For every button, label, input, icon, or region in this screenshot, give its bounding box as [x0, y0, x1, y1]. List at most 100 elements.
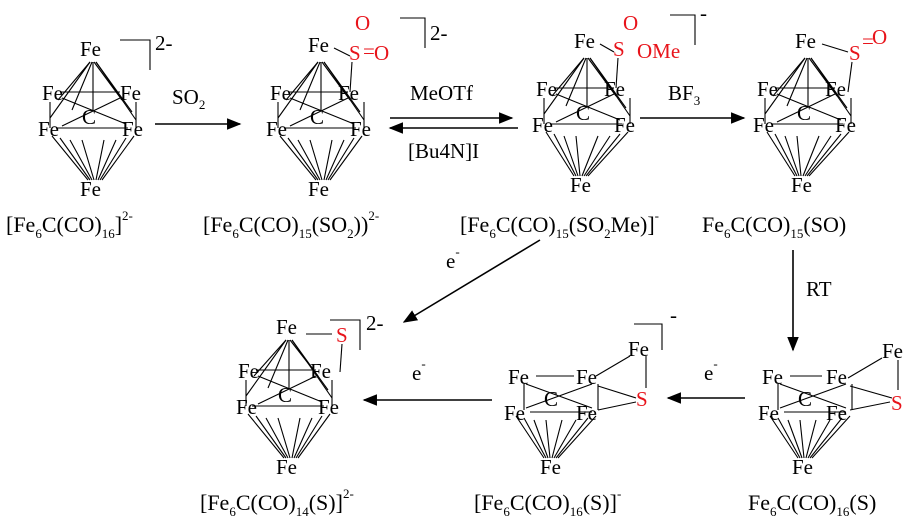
fe-atom: Fe	[792, 455, 813, 479]
oxygen-atom: O	[374, 41, 389, 65]
fe-atom: Fe	[308, 33, 329, 57]
reagent-bu4ni: [Bu4N]I	[408, 139, 479, 163]
caption-compound-4: Fe6C(CO)15(SO)	[702, 212, 846, 241]
reagent-so2: SO2	[172, 85, 205, 112]
methoxy-group: OMe	[637, 39, 680, 63]
fe-atom: Fe	[758, 401, 779, 425]
fe-atom: Fe	[540, 455, 561, 479]
fe-atom: Fe	[276, 455, 297, 479]
caption-compound-3: [Fe6C(CO)15(SO2Me)]-	[460, 208, 659, 241]
fe-atom: Fe	[753, 113, 774, 137]
structure-4: S = O Fe Fe Fe C Fe Fe Fe	[753, 25, 887, 197]
sulfur-atom: S	[613, 37, 625, 61]
fe-atom: Fe	[350, 117, 371, 141]
reagent-meotf: MeOTf	[410, 81, 473, 105]
charge-label: -	[670, 303, 677, 327]
fe-atom: Fe	[791, 173, 812, 197]
fe-atom: Fe	[238, 359, 259, 383]
double-bond: =	[363, 39, 375, 63]
fe-atom: Fe	[318, 395, 339, 419]
fe-atom: Fe	[338, 81, 359, 105]
fe-atom: Fe	[826, 401, 847, 425]
charge-label: 2-	[430, 21, 448, 45]
caption-compound-1: [Fe6C(CO)16]2-	[6, 208, 133, 241]
oxygen-atom: O	[623, 11, 638, 35]
fe-atom: Fe	[236, 395, 257, 419]
sulfinyl-group: S O = O	[349, 11, 389, 65]
fe-atom: Fe	[308, 177, 329, 201]
reaction-arrows	[155, 112, 799, 406]
fe-atom: Fe	[38, 117, 59, 141]
caption-compound-7: [Fe6C(CO)14(S)]2-	[200, 486, 354, 519]
fe-atom: Fe	[574, 29, 595, 53]
cluster-bonds	[277, 17, 426, 181]
fe-atom: Fe	[80, 177, 101, 201]
cluster-bonds	[49, 39, 151, 181]
charge-label: -	[700, 1, 707, 25]
reagent-bf3: BF3	[668, 81, 700, 108]
reagent-electron: e-	[446, 244, 460, 273]
sulfur-atom: S	[349, 41, 361, 65]
carbide-atom: C	[576, 101, 590, 125]
methoxy-sulfinyl-group: S O OMe	[613, 11, 680, 63]
fe-atom: Fe	[826, 365, 847, 389]
cluster-bonds	[769, 357, 899, 459]
fe-atom: Fe	[42, 81, 63, 105]
carbide-atom: C	[797, 101, 811, 125]
fe-atom: Fe	[80, 37, 101, 61]
structure-1: Fe Fe Fe C Fe Fe Fe 2-	[38, 31, 173, 201]
sulfur-atom: S	[849, 41, 861, 65]
fe-atom: Fe	[270, 81, 291, 105]
cluster-bonds	[515, 323, 663, 459]
carbide-atom: C	[544, 387, 558, 411]
carbide-atom: C	[310, 105, 324, 129]
fe-atom: Fe	[570, 173, 591, 197]
fe-atom: Fe	[276, 315, 297, 339]
fe-atom: Fe	[757, 77, 778, 101]
fe-atom: Fe	[835, 113, 856, 137]
caption-compound-5: Fe6C(CO)16(S)	[748, 490, 876, 519]
fe-atom: Fe	[882, 339, 903, 363]
fe-atom: Fe	[508, 365, 529, 389]
fe-atom: Fe	[122, 117, 143, 141]
structure-6: Fe Fe Fe C Fe Fe S Fe -	[504, 303, 677, 479]
carbide-atom: C	[278, 383, 292, 407]
fe-atom: Fe	[120, 81, 141, 105]
fe-atom: Fe	[628, 337, 649, 361]
oxygen-atom: O	[872, 25, 887, 49]
fe-atom: Fe	[536, 77, 557, 101]
oxygen-atom: O	[355, 11, 370, 35]
cluster-bonds	[245, 319, 361, 459]
fe-atom: Fe	[266, 117, 287, 141]
fe-atom: Fe	[825, 77, 846, 101]
cluster-bonds	[764, 43, 853, 177]
fe-atom: Fe	[310, 359, 331, 383]
compound-captions: [Fe6C(CO)16]2- [Fe6C(CO)15(SO2))2- [Fe6C…	[6, 208, 876, 519]
reagent-electron: e-	[412, 356, 426, 385]
sulfur-atom: S	[891, 391, 903, 415]
caption-compound-2: [Fe6C(CO)15(SO2))2-	[203, 208, 379, 241]
fe-atom: Fe	[504, 401, 525, 425]
cluster-bonds	[543, 14, 696, 177]
caption-compound-6: [Fe6C(CO)16(S)]-	[474, 486, 621, 519]
fe-atom: Fe	[762, 365, 783, 389]
reagent-rt: RT	[806, 277, 832, 301]
fe-atom: Fe	[795, 29, 816, 53]
sulfur-atom: S	[336, 323, 348, 347]
carbide-atom: C	[82, 105, 96, 129]
reagent-labels: SO2 MeOTf [Bu4N]I BF3 RT e- e- e-	[172, 81, 832, 385]
structure-3: S O OMe Fe Fe Fe C Fe Fe Fe -	[532, 1, 707, 197]
charge-label: 2-	[155, 31, 173, 55]
sulfur-atom: S	[636, 387, 648, 411]
fe-atom: Fe	[604, 77, 625, 101]
structure-7: Fe S Fe Fe C Fe Fe Fe 2-	[236, 311, 384, 479]
structure-2: S O = O Fe Fe Fe C Fe Fe Fe 2-	[266, 11, 448, 201]
arrow-reduction-3	[402, 239, 541, 323]
fe-atom: Fe	[532, 113, 553, 137]
reagent-electron: e-	[704, 356, 718, 385]
double-bond: =	[862, 29, 874, 53]
fe-atom: Fe	[576, 401, 597, 425]
fe-atom: Fe	[614, 113, 635, 137]
fe-atom: Fe	[576, 365, 597, 389]
